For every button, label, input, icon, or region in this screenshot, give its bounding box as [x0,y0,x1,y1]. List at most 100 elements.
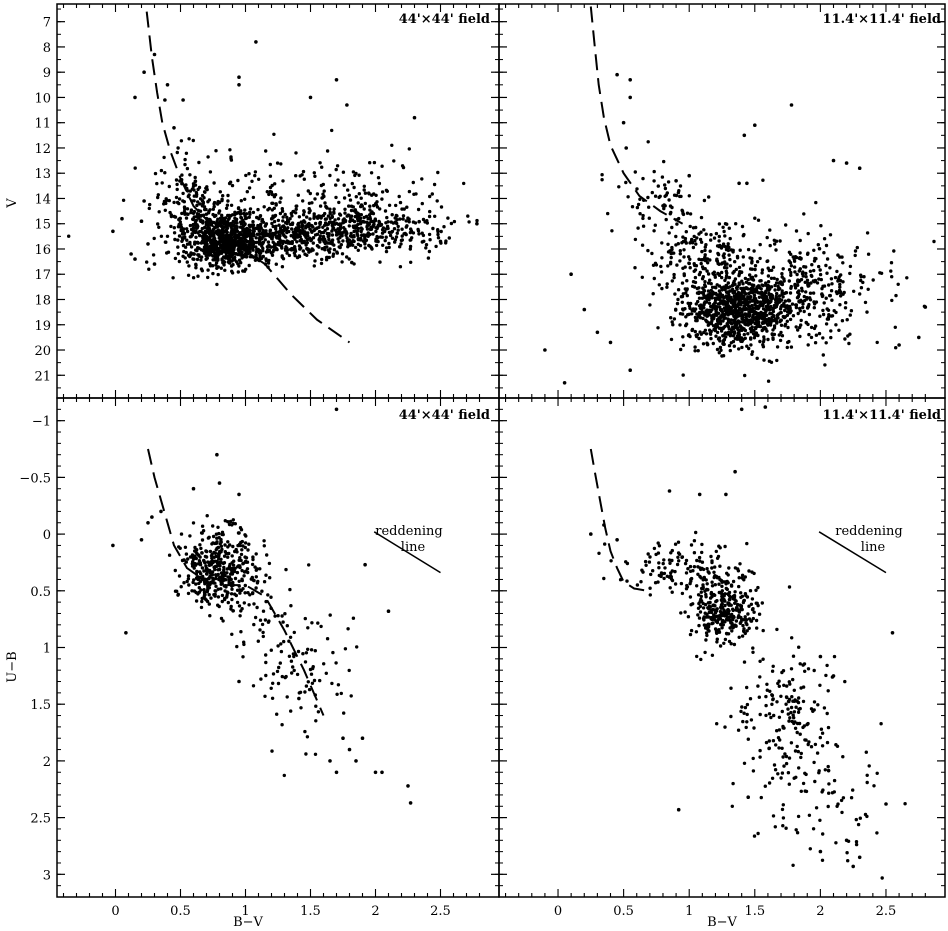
star-point [244,239,249,243]
star-point [641,216,645,221]
star-point [682,255,686,259]
star-point [711,621,715,625]
star-point [317,229,322,234]
star-point [697,296,702,300]
star-point [180,211,184,216]
star-point [688,334,692,339]
star-point [721,314,725,318]
star-point [297,224,301,228]
star-point [831,158,836,163]
star-point [208,574,212,579]
star-point [240,548,244,552]
star-point [678,252,682,256]
star-point [791,314,796,318]
star-point [207,561,212,565]
star-point [262,580,267,584]
star-point [193,222,197,227]
star-point [740,345,744,350]
star-point [345,214,349,218]
star-point [683,240,688,244]
star-point [702,198,707,203]
star-point [716,251,720,256]
star-point [569,272,573,277]
star-point [363,246,367,250]
star-point [838,290,843,294]
star-point [825,271,829,275]
star-point [147,267,151,271]
star-point [723,324,727,329]
star-point [285,251,289,255]
star-point [302,219,306,223]
star-point [747,569,751,573]
star-point [681,343,686,347]
star-point [198,575,202,580]
star-point [798,278,802,283]
star-point [255,605,259,610]
star-point [747,346,751,351]
intrinsic-sequence-curve [589,6,684,225]
star-point [700,277,705,281]
star-point [280,209,285,213]
star-point [666,180,671,184]
star-point [809,325,814,330]
star-point [734,619,739,623]
star-point [436,236,441,240]
star-point [813,324,818,328]
star-point [272,132,276,136]
star-point [726,281,730,285]
star-point [254,568,258,572]
star-point [323,248,327,252]
star-point [215,452,219,457]
star-point [186,557,190,561]
star-point [728,321,733,325]
star-point [235,588,240,592]
star-point [719,309,724,313]
star-point [375,234,379,239]
star-point [254,575,258,579]
star-point [428,238,432,242]
star-point [688,301,693,306]
star-point [197,559,202,563]
star-point [285,215,289,219]
star-point [729,318,733,322]
star-point [251,555,255,559]
star-point [720,286,724,290]
star-point [699,240,704,244]
star-point [230,271,235,275]
star-point [796,283,800,287]
star-point [730,612,734,617]
star-point [359,203,364,207]
star-point [692,269,696,273]
star-point [322,239,326,243]
star-point [747,296,751,301]
star-point [148,202,152,207]
star-point [824,322,829,326]
star-point [211,577,216,581]
star-point [283,212,287,217]
star-point [191,211,196,215]
star-point [798,238,802,243]
star-point [740,328,744,332]
star-point [328,247,332,251]
star-point [384,227,389,231]
panel-bottom-right-xlabel: B−V [707,915,737,930]
star-point [226,254,231,258]
star-point [788,317,793,322]
star-point [752,293,757,298]
star-point [287,639,291,643]
star-point [738,562,742,566]
star-point [194,248,198,252]
star-point [802,212,806,216]
star-point [229,156,233,161]
y-tick-label: 0 [43,528,51,543]
star-point [420,177,424,181]
star-point [200,524,205,528]
star-point [259,677,263,681]
star-point [672,317,677,321]
star-point [260,589,264,593]
star-point [797,269,801,273]
star-point [718,339,722,343]
star-point [242,234,246,238]
star-point [717,272,721,276]
star-point [713,618,717,622]
